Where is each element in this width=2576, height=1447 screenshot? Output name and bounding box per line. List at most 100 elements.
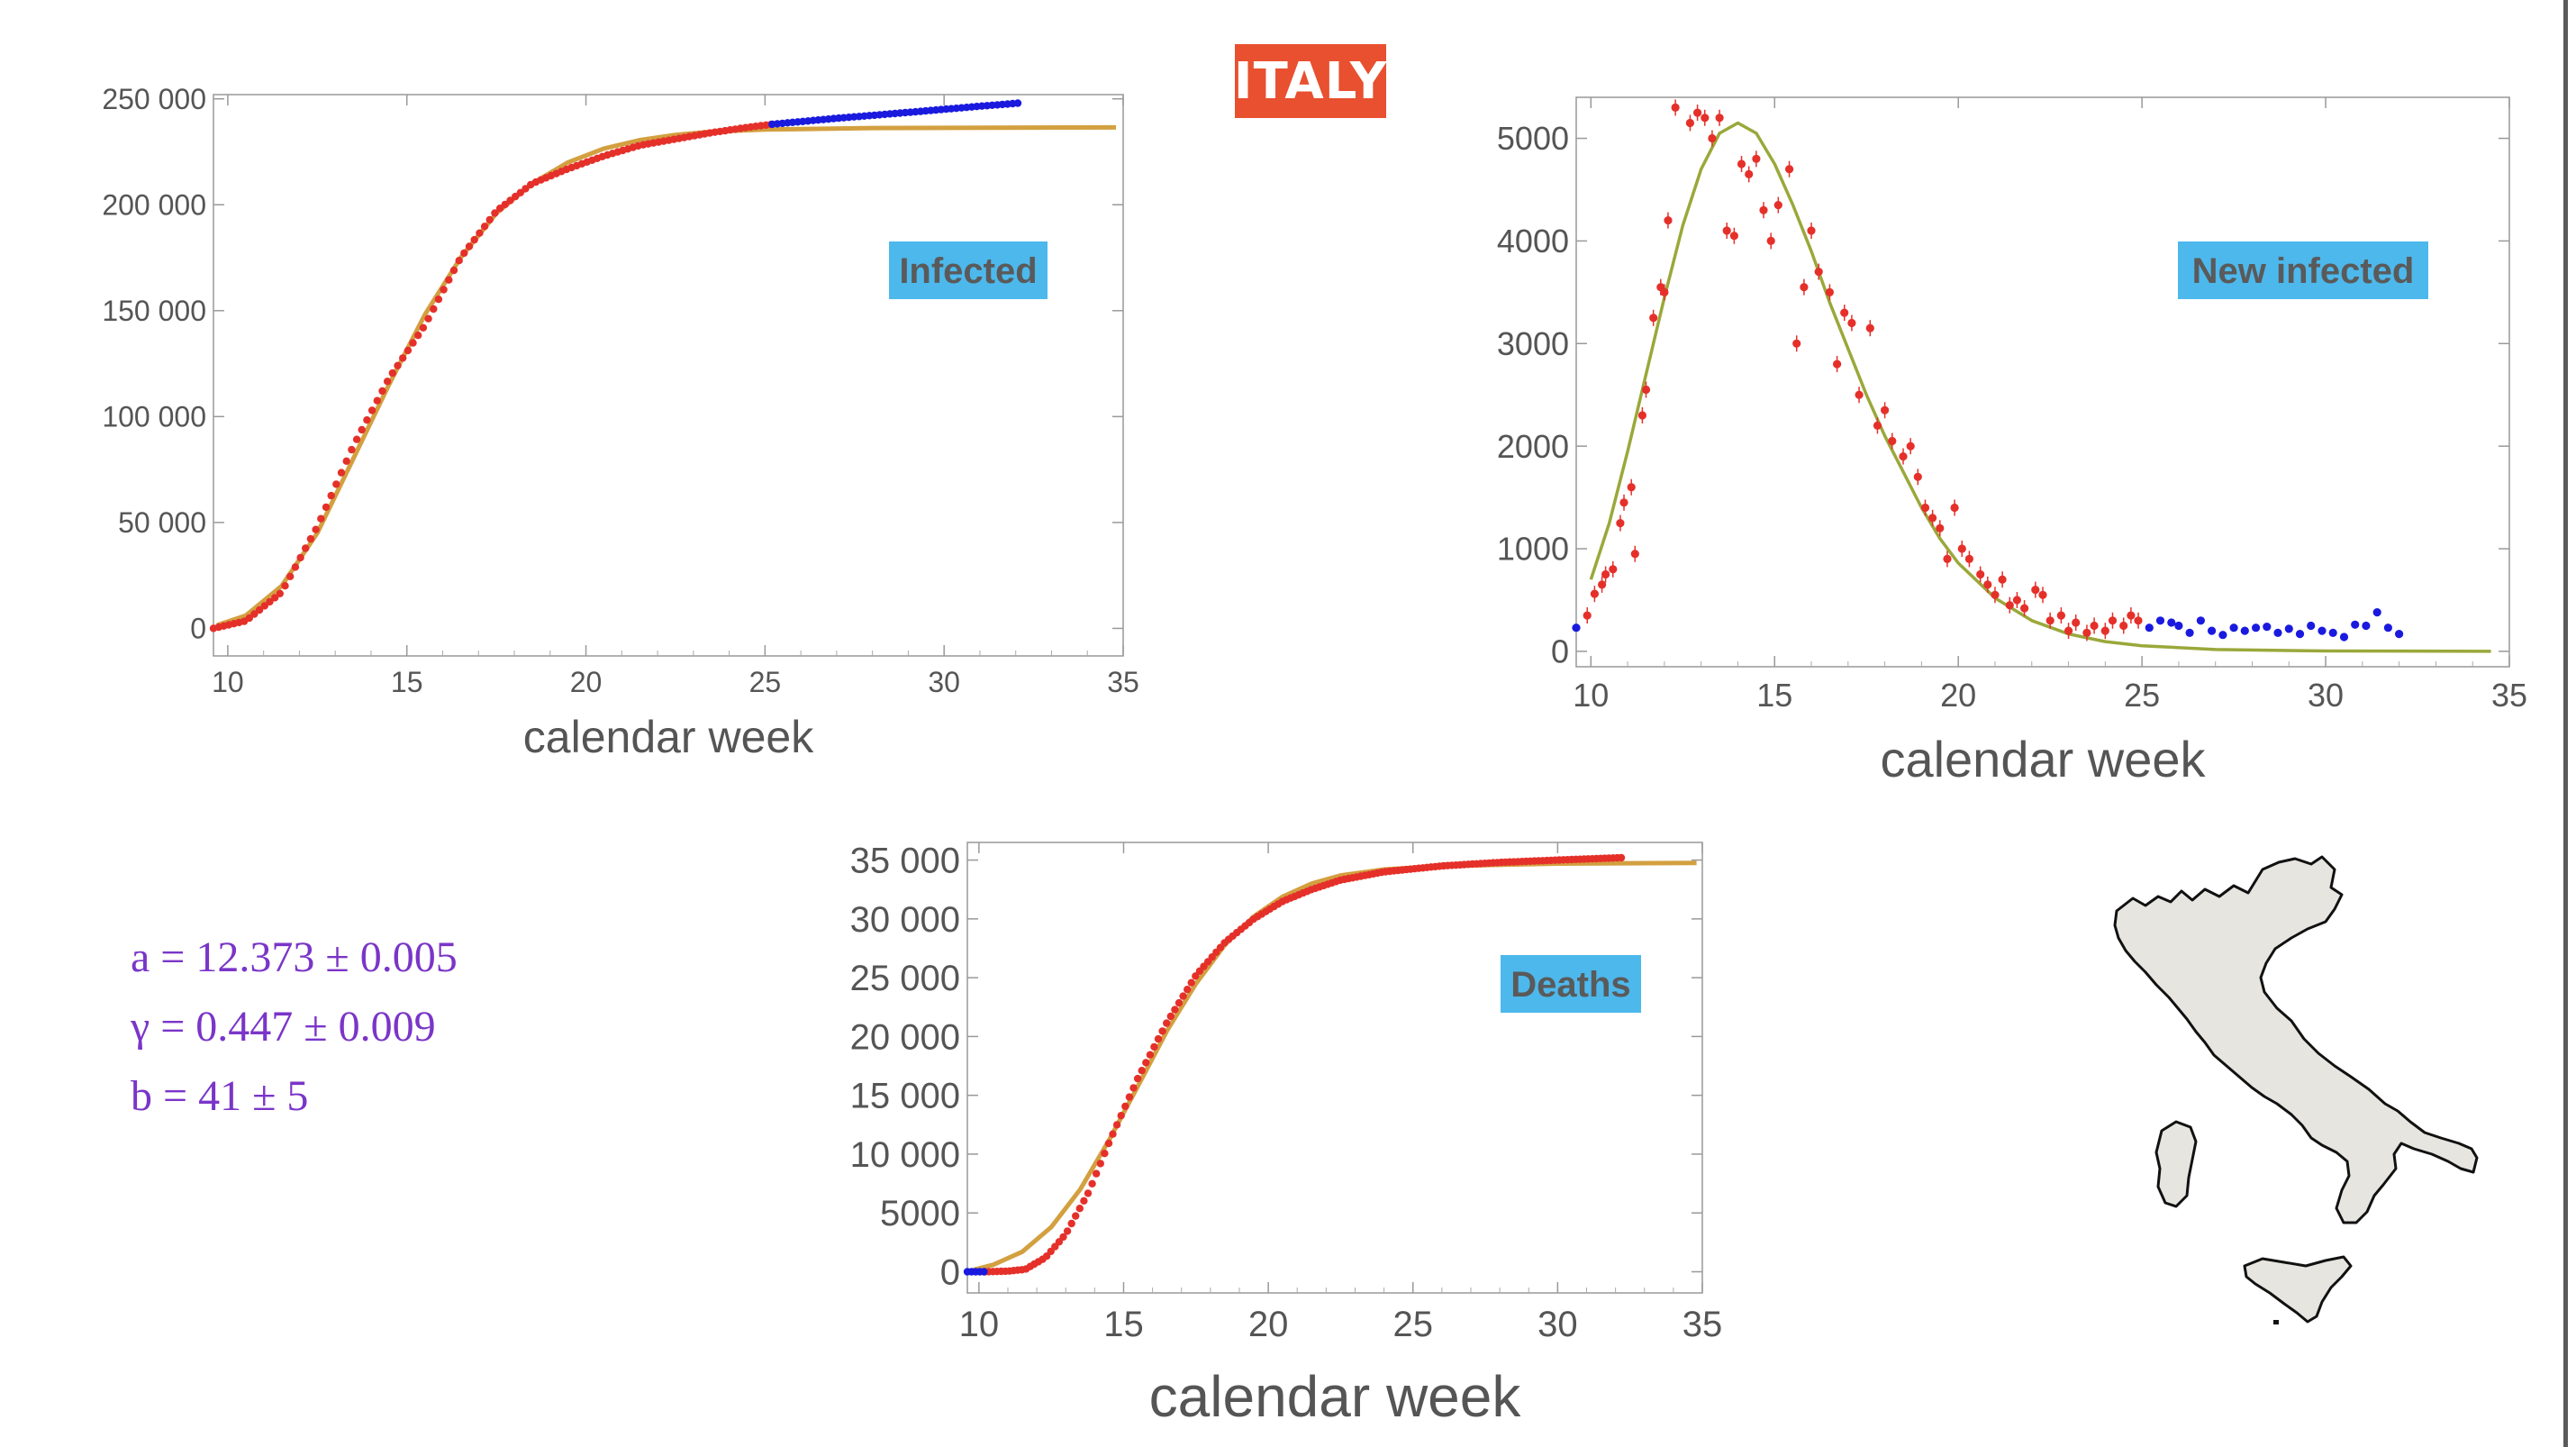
red-data-point <box>271 594 279 602</box>
red-data-point <box>1104 1139 1113 1148</box>
y-tick-label: 25 000 <box>850 959 960 998</box>
red-data-point <box>1142 1059 1150 1067</box>
series-label: Deaths <box>1510 965 1630 1005</box>
red-data-point <box>367 406 376 414</box>
blue-data-point <box>2196 616 2205 625</box>
red-data-point <box>495 205 504 213</box>
new-infected-chart: 10 15 20 25 30 35 0 1000 2000 3000 4000 5000 calenda… <box>1497 96 2527 787</box>
red-data-point <box>1637 411 1646 420</box>
red-data-point <box>2020 604 2029 613</box>
red-data-point <box>1840 308 1849 317</box>
red-data-point <box>1708 133 1717 143</box>
red-data-point <box>1722 226 1731 235</box>
param-a: a = 12.373 ± 0.005 <box>131 933 458 981</box>
blue-data-point <box>2307 621 2316 631</box>
blue-data-point <box>2185 628 2194 638</box>
red-data-point <box>1715 114 1724 123</box>
red-data-point <box>276 589 284 597</box>
blue-data-point <box>2155 616 2165 625</box>
red-data-point <box>1976 569 1985 579</box>
red-data-point <box>1171 1006 1179 1014</box>
red-data-point <box>1154 1034 1163 1043</box>
red-data-point <box>1950 503 1959 513</box>
red-data-point <box>2005 601 2014 610</box>
red-data-point <box>1627 483 1636 492</box>
red-data-point <box>419 323 428 332</box>
param-gamma: γ = 0.447 ± 0.009 <box>131 1003 436 1051</box>
x-tick-label: 20 <box>570 666 603 698</box>
red-data-point <box>1075 1205 1084 1213</box>
red-data-point <box>358 425 366 434</box>
red-data-point <box>1833 359 1842 369</box>
y-tick-label: 5000 <box>880 1194 960 1233</box>
red-data-point <box>1112 1121 1121 1129</box>
y-tick-label: 15 000 <box>850 1077 960 1116</box>
series-label-background <box>889 241 1048 299</box>
red-data-point <box>1792 339 1801 348</box>
red-data-point <box>1906 441 1915 450</box>
blue-data-point <box>2328 628 2337 638</box>
y-tick-label: 5000 <box>1497 120 1569 157</box>
red-data-point <box>1660 287 1669 296</box>
red-data-point <box>1814 268 1823 277</box>
red-data-point <box>414 332 422 340</box>
red-data-point <box>1601 569 1610 579</box>
red-data-point <box>373 396 381 405</box>
red-data-point <box>1855 390 1864 399</box>
blue-data-point <box>980 1268 988 1276</box>
red-data-point <box>1125 1093 1134 1101</box>
red-data-point <box>1179 992 1187 1000</box>
red-data-point <box>1649 314 1658 323</box>
red-data-point <box>296 553 304 562</box>
red-data-point <box>1913 472 1922 481</box>
blue-data-point <box>2263 623 2272 632</box>
red-data-point <box>1630 550 1639 559</box>
red-data-point <box>2038 590 2047 599</box>
blue-data-point <box>2317 626 2327 635</box>
red-data-point <box>302 544 310 552</box>
param-b: b = 41 ± 5 <box>131 1072 309 1120</box>
red-data-point <box>1759 205 1768 214</box>
series-label-box: Infected <box>889 241 1048 299</box>
red-data-point <box>2134 616 2143 625</box>
red-data-point <box>1847 318 1856 328</box>
red-data-point <box>1899 452 1908 461</box>
blue-data-point <box>2372 608 2381 617</box>
red-data-point <box>1766 236 1775 245</box>
red-data-point <box>1096 1160 1104 1168</box>
x-axis-label: calendar week <box>1880 731 2206 787</box>
red-data-point <box>1920 503 1930 513</box>
red-data-point <box>1609 565 1618 574</box>
red-data-point <box>266 597 274 606</box>
x-tick-label: 20 <box>1248 1305 1289 1344</box>
red-data-point <box>322 503 331 512</box>
red-data-point <box>2064 626 2073 635</box>
red-data-point <box>1701 114 1710 123</box>
blue-data-point <box>1572 623 1581 632</box>
red-data-point <box>332 480 340 488</box>
series-label-background <box>2178 241 2428 299</box>
x-tick-label: 25 <box>749 666 782 698</box>
red-data-point <box>1166 1012 1175 1021</box>
y-tick-label: 20 000 <box>850 1017 960 1057</box>
red-data-point <box>399 354 407 362</box>
red-data-point <box>1129 1084 1138 1092</box>
red-data-point <box>312 525 320 533</box>
plot-frame <box>213 94 1124 657</box>
y-tick-label: 0 <box>940 1253 960 1293</box>
red-data-point <box>394 361 402 369</box>
red-data-point <box>449 266 458 275</box>
red-data-point <box>2100 626 2109 635</box>
red-data-point <box>1752 154 1761 163</box>
red-data-point <box>522 185 530 193</box>
y-tick-label: 100 000 <box>102 401 206 433</box>
red-data-point <box>383 378 392 386</box>
x-tick-label: 25 <box>1392 1305 1433 1344</box>
red-data-point <box>352 435 361 443</box>
y-tick-label: 35 000 <box>850 842 960 881</box>
red-data-point <box>1888 436 1897 446</box>
red-data-point <box>1664 216 1673 225</box>
series-label-background <box>1501 955 1641 1013</box>
red-data-point <box>1964 554 1973 564</box>
series-label: Infected <box>899 251 1037 291</box>
